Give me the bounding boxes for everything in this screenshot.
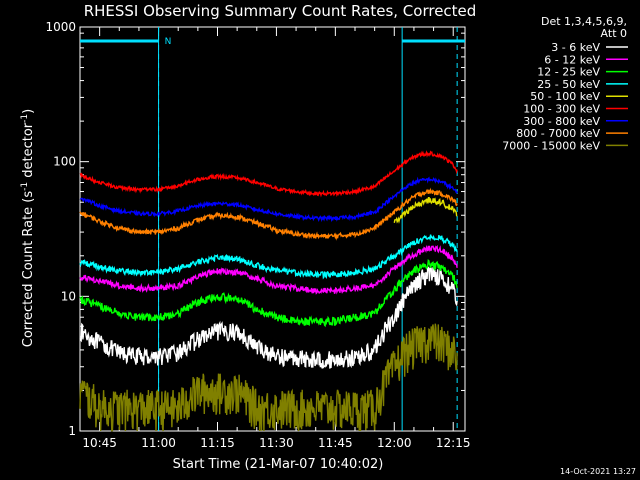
y-axis-label-mid: detector (21, 122, 36, 182)
y-axis-ticks: 1 10 100 1000 (45, 20, 465, 438)
legend-label: 25 - 50 keV (537, 78, 600, 91)
x-tick-label: 12:15 (436, 436, 471, 450)
series-line-50-100-kev (393, 196, 458, 224)
x-tick-label: 11:15 (200, 436, 235, 450)
legend-label: 100 - 300 keV (523, 103, 600, 116)
legend-label: 300 - 800 keV (523, 115, 600, 128)
x-tick-label: 11:30 (259, 436, 294, 450)
flag-label: N (165, 37, 172, 47)
legend-label: 12 - 25 keV (537, 66, 600, 79)
series-line-100-300-kev (79, 150, 458, 198)
legend-label: 7000 - 15000 keV (502, 139, 600, 152)
flag-bars: N (80, 37, 465, 47)
y-axis-label-sup2: -1 (20, 114, 30, 123)
series-line-25-50-kev (79, 234, 458, 280)
y-axis-label: Corrected Count Rate (s-1 detector-1) (20, 109, 36, 347)
y-tick-label: 1000 (45, 20, 76, 34)
legend-label: 6 - 12 keV (544, 53, 600, 66)
y-axis-label-main: Corrected Count Rate (s (21, 191, 36, 348)
y-tick-label: 10 (61, 289, 76, 303)
series-line-800-7000-kev (79, 187, 458, 241)
y-axis-label-sup1: -1 (20, 182, 30, 191)
legend-label: 3 - 6 keV (551, 41, 600, 54)
series-line-7000-15000-kev (79, 323, 458, 432)
series-line-3-6-kev (79, 264, 458, 369)
plot-frame (79, 26, 466, 432)
generated-timestamp: 14-Oct-2021 13:27 (560, 467, 636, 476)
x-tick-label: 11:00 (141, 436, 176, 450)
legend-header-line2: Att 0 (601, 27, 627, 40)
x-tick-label: 11:45 (318, 436, 353, 450)
series-lines (79, 150, 458, 432)
plot-area: 1 10 100 1000 10:45 11:00 11:15 11:30 11:45 12:0… (45, 20, 470, 450)
x-axis-label: Start Time (21-Mar-07 10:40:02) (173, 457, 384, 472)
x-tick-label: 12:00 (377, 436, 412, 450)
legend-label: 800 - 7000 keV (516, 127, 600, 140)
chart-title: RHESSI Observing Summary Count Rates, Co… (84, 2, 477, 20)
series-line-12-25-kev (79, 259, 458, 328)
x-tick-label: 10:45 (82, 436, 117, 450)
y-axis-label-end: ) (21, 109, 36, 114)
y-tick-label: 100 (53, 155, 76, 169)
legend-header-line1: Det 1,3,4,5,6,9, (541, 15, 627, 28)
y-tick-label: 1 (68, 424, 76, 438)
legend-label: 50 - 100 keV (530, 90, 600, 103)
series-line-300-800-kev (79, 176, 458, 223)
series-line-6-12-kev (79, 244, 458, 295)
